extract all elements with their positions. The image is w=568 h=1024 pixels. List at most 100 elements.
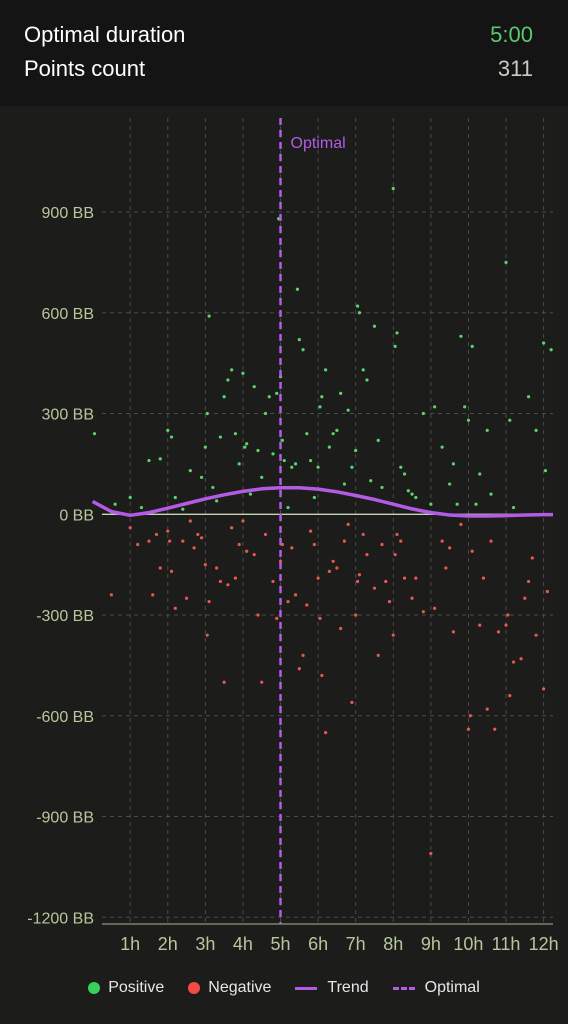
positive-point [188, 469, 192, 473]
positive-point [275, 391, 279, 395]
positive-point [286, 505, 290, 510]
negative-point [192, 546, 196, 550]
negative-point [530, 556, 534, 560]
x-tick-label: 1h [120, 934, 140, 954]
negative-point [402, 576, 407, 580]
positive-point [237, 462, 241, 466]
negative-point [429, 851, 433, 856]
positive-point [230, 368, 234, 372]
negative-point [316, 576, 320, 580]
positive-point [402, 472, 407, 476]
negative-point [478, 623, 482, 627]
optimal-line-label: Optimal [291, 135, 346, 152]
y-tick-label: -300 BB [36, 608, 94, 625]
negative-point [542, 687, 546, 691]
negative-point [468, 714, 472, 718]
negative-point [451, 630, 456, 634]
negative-point [506, 613, 510, 617]
positive-point [466, 418, 471, 422]
positive-point [410, 492, 414, 496]
negative-point [342, 539, 347, 543]
negative-point [256, 613, 260, 617]
positive-point [380, 485, 384, 490]
negative-point [519, 657, 523, 661]
trend-line [91, 486, 553, 518]
negative-point [147, 539, 151, 543]
negative-point [387, 600, 392, 604]
positive-point [305, 432, 309, 436]
points-count-row: Points count 311 [24, 54, 533, 84]
positive-point [324, 368, 328, 372]
negative-point [470, 549, 474, 553]
negative-point [275, 616, 279, 620]
negative-point [395, 532, 399, 537]
x-tick-label: 6h [308, 934, 328, 954]
legend-positive-label: Positive [108, 979, 165, 996]
negative-point [154, 532, 159, 537]
positive-point [354, 448, 358, 453]
negative-point [271, 579, 275, 584]
positive-point [295, 287, 300, 291]
negative-point [184, 596, 189, 600]
positive-point [267, 395, 271, 399]
optimal-duration-row: Optimal duration 5:00 [24, 20, 533, 50]
positive-point [205, 411, 209, 416]
positive-point [543, 469, 548, 473]
positive-point [113, 502, 117, 506]
negative-point [380, 542, 384, 547]
negative-point [173, 606, 177, 610]
positive-point [215, 499, 219, 503]
x-tick-label: 10h [453, 934, 483, 954]
positive-point [395, 331, 399, 335]
legend-negative: Negative [188, 979, 271, 997]
positive-point [169, 435, 174, 439]
negative-point [493, 727, 497, 731]
positive-point [511, 505, 516, 510]
negative-point [339, 626, 343, 631]
negative-point [290, 546, 294, 550]
negative-point [158, 566, 162, 570]
negative-point [308, 529, 313, 533]
negative-point [226, 583, 230, 587]
negative-point [305, 603, 309, 607]
positive-point [181, 507, 185, 511]
legend-trend-label: Trend [327, 979, 369, 996]
positive-point [211, 485, 215, 490]
negative-point [534, 633, 538, 637]
positive-point [508, 418, 512, 422]
positive-point [339, 391, 343, 395]
positive-point [440, 445, 444, 449]
negative-point [245, 549, 249, 553]
positive-point [139, 505, 144, 510]
negative-point [166, 529, 170, 533]
positive-point [158, 457, 162, 461]
positive-point [346, 408, 350, 412]
negative-point [414, 576, 418, 580]
negative-point [508, 694, 512, 698]
negative-point [504, 623, 508, 627]
negative-point [357, 573, 362, 577]
positive-point [282, 458, 286, 463]
y-tick-label: 300 BB [42, 407, 94, 424]
positive-point [485, 428, 489, 432]
optimal-dash-icon [392, 986, 415, 990]
legend-optimal-label: Optimal [424, 979, 480, 996]
x-tick-label: 5h [271, 934, 291, 954]
negative-point [523, 596, 527, 600]
negative-point [263, 532, 268, 537]
x-tick-label: 2h [158, 934, 178, 954]
negative-point [511, 660, 516, 664]
legend-trend: Trend [295, 979, 369, 997]
negative-point [168, 539, 172, 543]
positive-point [429, 502, 433, 506]
positive-point [92, 432, 97, 436]
positive-point [406, 489, 410, 493]
negative-point [346, 522, 350, 526]
legend-optimal: Optimal [392, 979, 480, 997]
positive-point [331, 432, 335, 436]
negative-point [485, 707, 489, 711]
positive-point [448, 482, 452, 486]
negative-point [196, 532, 200, 537]
positive-point [399, 465, 403, 469]
positive-point [173, 495, 177, 500]
